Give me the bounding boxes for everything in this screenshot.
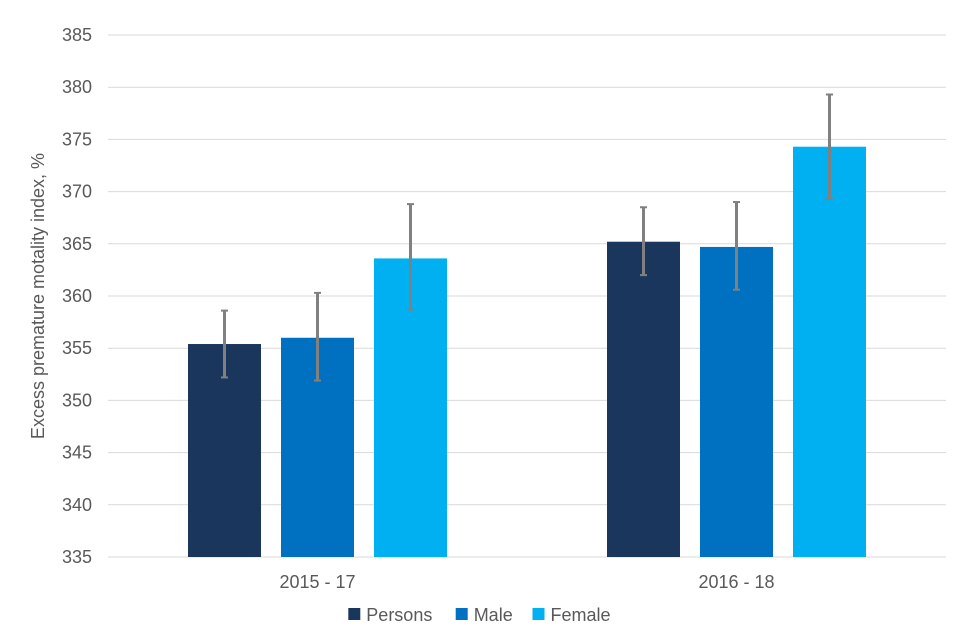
y-axis-title: Excess premature motality index, % bbox=[28, 153, 48, 439]
legend: Persons Male Female bbox=[348, 605, 611, 625]
bar-female-2 bbox=[793, 146, 866, 557]
y-axis-ticks: 335 340 345 350 355 360 365 370 375 380 385 bbox=[62, 25, 92, 567]
legend-swatch-female bbox=[532, 608, 545, 620]
bar-persons-1 bbox=[188, 344, 261, 557]
x-tick-label: 2015 - 17 bbox=[279, 572, 355, 592]
legend-swatch-persons bbox=[348, 608, 361, 620]
x-tick-label: 2016 - 18 bbox=[698, 572, 774, 592]
error-bars bbox=[221, 93, 833, 382]
legend-label-persons: Persons bbox=[366, 605, 432, 625]
x-axis-ticks: 2015 - 17 2016 - 18 bbox=[279, 572, 774, 592]
y-tick-label: 340 bbox=[62, 495, 92, 515]
y-tick-label: 370 bbox=[62, 182, 92, 202]
y-tick-label: 365 bbox=[62, 234, 92, 254]
y-tick-label: 360 bbox=[62, 286, 92, 306]
legend-swatch-male bbox=[455, 608, 468, 620]
bar-male-2 bbox=[700, 246, 773, 557]
y-tick-label: 385 bbox=[62, 25, 92, 45]
y-tick-label: 345 bbox=[62, 443, 92, 463]
bar-persons-2 bbox=[607, 241, 680, 557]
y-tick-label: 335 bbox=[62, 547, 92, 567]
y-tick-label: 375 bbox=[62, 129, 92, 149]
y-tick-label: 380 bbox=[62, 77, 92, 97]
legend-label-male: Male bbox=[474, 605, 513, 625]
y-tick-label: 355 bbox=[62, 338, 92, 358]
legend-label-female: Female bbox=[551, 605, 611, 625]
y-tick-label: 350 bbox=[62, 390, 92, 410]
bars bbox=[188, 146, 866, 557]
